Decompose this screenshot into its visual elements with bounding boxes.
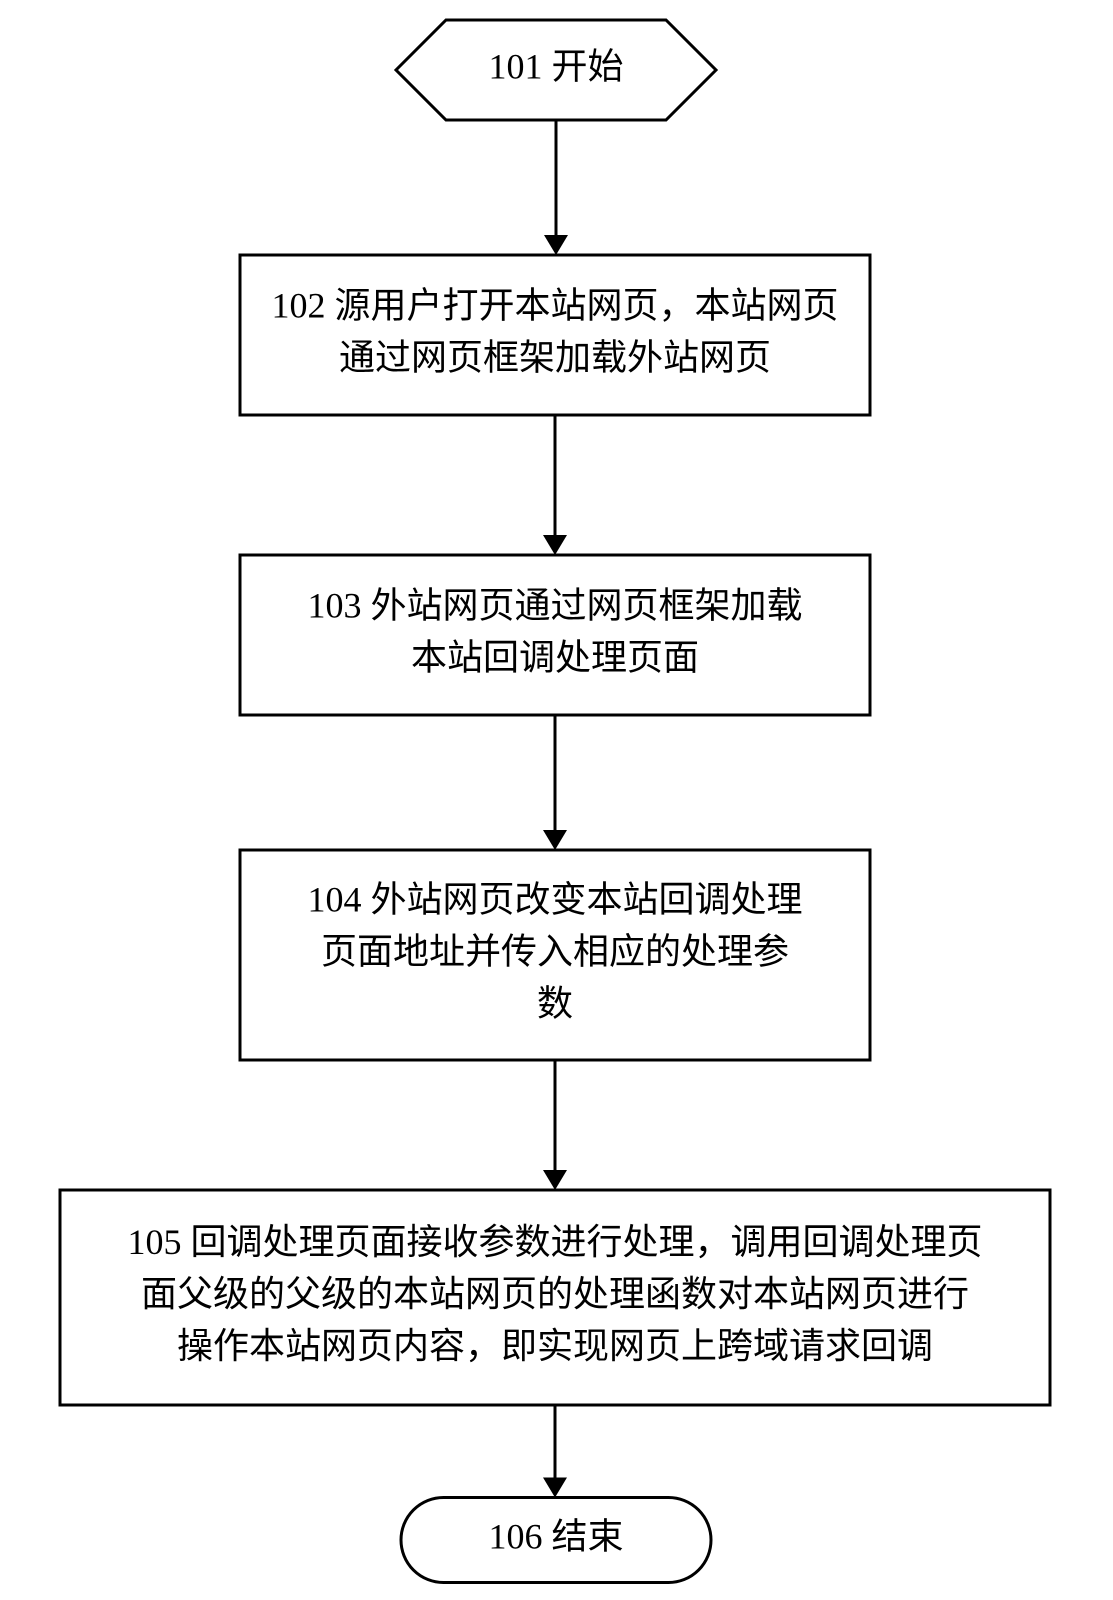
flowchart-canvas: 101 开始 102 源用户打开本站网页，本站网页通过网页框架加载外站网页 103 … xyxy=(0,0,1113,1600)
node-text: 本站回调处理页面 xyxy=(411,637,699,677)
node-text: 101 开始 xyxy=(488,46,623,86)
arrowhead-icon xyxy=(543,1478,567,1498)
flow-node-step102: 102 源用户打开本站网页，本站网页通过网页框架加载外站网页 xyxy=(240,255,870,415)
flow-node-step104: 104 外站网页改变本站回调处理页面地址并传入相应的处理参数 xyxy=(240,850,870,1060)
node-text: 页面地址并传入相应的处理参 xyxy=(321,931,789,971)
arrowhead-icon xyxy=(543,535,567,555)
node-text: 105 回调处理页面接收参数进行处理，调用回调处理页 xyxy=(127,1222,982,1262)
node-text: 操作本站网页内容，即实现网页上跨域请求回调 xyxy=(177,1326,933,1366)
flow-node-start: 101 开始 xyxy=(396,20,716,120)
node-text: 面父级的父级的本站网页的处理函数对本站网页进行 xyxy=(141,1274,969,1314)
node-text: 106 结束 xyxy=(488,1516,623,1556)
arrowhead-icon xyxy=(544,235,568,255)
node-text: 102 源用户打开本站网页，本站网页 xyxy=(271,285,838,325)
flow-node-step103: 103 外站网页通过网页框架加载本站回调处理页面 xyxy=(240,555,870,715)
arrowhead-icon xyxy=(543,830,567,850)
flow-node-end: 106 结束 xyxy=(401,1498,711,1583)
node-text: 103 外站网页通过网页框架加载 xyxy=(307,585,802,625)
node-text: 通过网页框架加载外站网页 xyxy=(339,337,771,377)
node-text: 数 xyxy=(537,983,573,1023)
node-text: 104 外站网页改变本站回调处理 xyxy=(307,879,802,919)
arrowhead-icon xyxy=(543,1170,567,1190)
flow-node-step105: 105 回调处理页面接收参数进行处理，调用回调处理页面父级的父级的本站网页的处理… xyxy=(60,1190,1050,1405)
